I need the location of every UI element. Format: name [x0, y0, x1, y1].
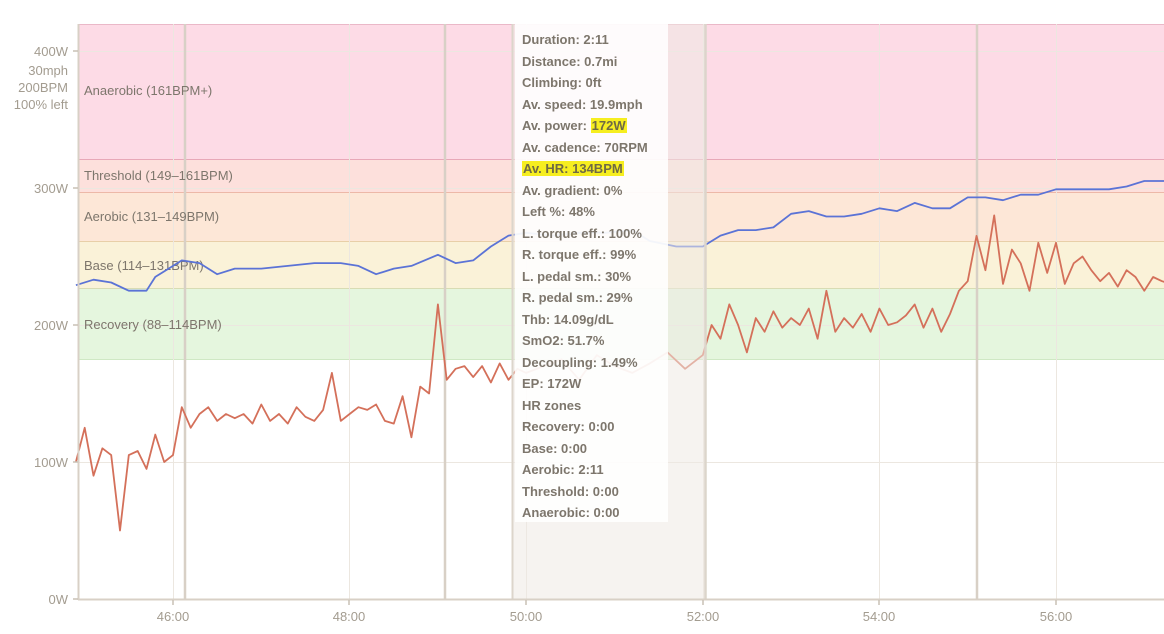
- x-tick-52: 52:00: [687, 609, 720, 624]
- hr-zone-base-time: Base: 0:00: [522, 440, 588, 456]
- y-tick-30mph: 30mph: [28, 63, 68, 78]
- y-tick-400w: 400W: [34, 44, 69, 59]
- y-tick-0w: 0W: [49, 592, 69, 607]
- stat-smo2: SmO2: 51.7%: [522, 333, 605, 348]
- zone-label-threshold: Threshold (149–161BPM): [84, 168, 233, 183]
- x-tick-54: 54:00: [863, 609, 896, 624]
- stat-r-pedal: R. pedal sm.: 29%: [522, 290, 633, 305]
- stat-thb: Thb: 14.09g/dL: [522, 311, 614, 327]
- x-axis: 46:00 48:00 50:00 52:00 54:00 56:00: [78, 598, 1164, 624]
- x-tick-48: 48:00: [333, 609, 366, 624]
- zone-label-aerobic: Aerobic (131–149BPM): [84, 209, 219, 224]
- stat-distance: Distance: 0.7mi: [522, 53, 618, 69]
- stat-l-torque: L. torque eff.: 100%: [522, 225, 642, 241]
- y-tick-100w: 100W: [34, 455, 69, 470]
- stat-ep: EP: 172W: [522, 376, 582, 391]
- stat-av-power-label: Av. power:: [522, 118, 591, 133]
- stat-l-pedal: L. pedal sm.: 30%: [522, 268, 632, 284]
- y-tick-200w: 200W: [34, 318, 69, 333]
- x-tick-50: 50:00: [510, 609, 543, 624]
- hr-zone-aerobic-time: Aerobic: 2:11: [522, 462, 604, 477]
- hr-zones-heading: HR zones: [522, 397, 582, 413]
- hr-zone-recovery-time: Recovery: 0:00: [522, 419, 615, 434]
- zone-label-anaerobic: Anaerobic (161BPM+): [84, 83, 212, 98]
- stat-climbing: Climbing: 0ft: [522, 75, 602, 90]
- x-tick-46: 46:00: [157, 609, 190, 624]
- stat-av-speed: Av. speed: 19.9mph: [522, 96, 643, 112]
- y-tick-100pct-left: 100% left: [14, 97, 69, 112]
- zone-label-base: Base (114–131BPM): [84, 258, 204, 273]
- y-tick-300w: 300W: [34, 181, 69, 196]
- zone-label-recovery: Recovery (88–114BPM): [84, 317, 222, 332]
- lap-markers: [183, 24, 979, 599]
- stat-av-cadence: Av. cadence: 70RPM: [522, 139, 648, 155]
- stat-av-power: Av. power: 172W: [522, 115, 668, 137]
- hr-zone-threshold-time: Threshold: 0:00: [522, 483, 619, 499]
- stat-av-hr-highlighted: Av. HR: 134BPM: [522, 161, 624, 176]
- stat-r-torque: R. torque eff.: 99%: [522, 247, 637, 262]
- stat-av-gradient: Av. gradient: 0%: [522, 182, 623, 198]
- y-tick-200bpm: 200BPM: [18, 80, 68, 95]
- stat-av-power-value-highlighted: 172W: [590, 118, 627, 133]
- x-tick-56: 56:00: [1040, 609, 1073, 624]
- y-axis: 400W 30mph 200BPM 100% left 300W 200W 10…: [14, 24, 80, 607]
- stat-duration: Duration: 2:11: [522, 32, 609, 47]
- stat-left-pct: Left %: 48%: [522, 204, 595, 219]
- stat-decoupling: Decoupling: 1.49%: [522, 354, 638, 370]
- hr-zone-anaerobic-time: Anaerobic: 0:00: [522, 505, 620, 520]
- stat-av-hr: Av. HR: 134BPM: [522, 158, 668, 180]
- selection-stats-tooltip: Duration: 2:11 Distance: 0.7mi Climbing:…: [515, 24, 668, 522]
